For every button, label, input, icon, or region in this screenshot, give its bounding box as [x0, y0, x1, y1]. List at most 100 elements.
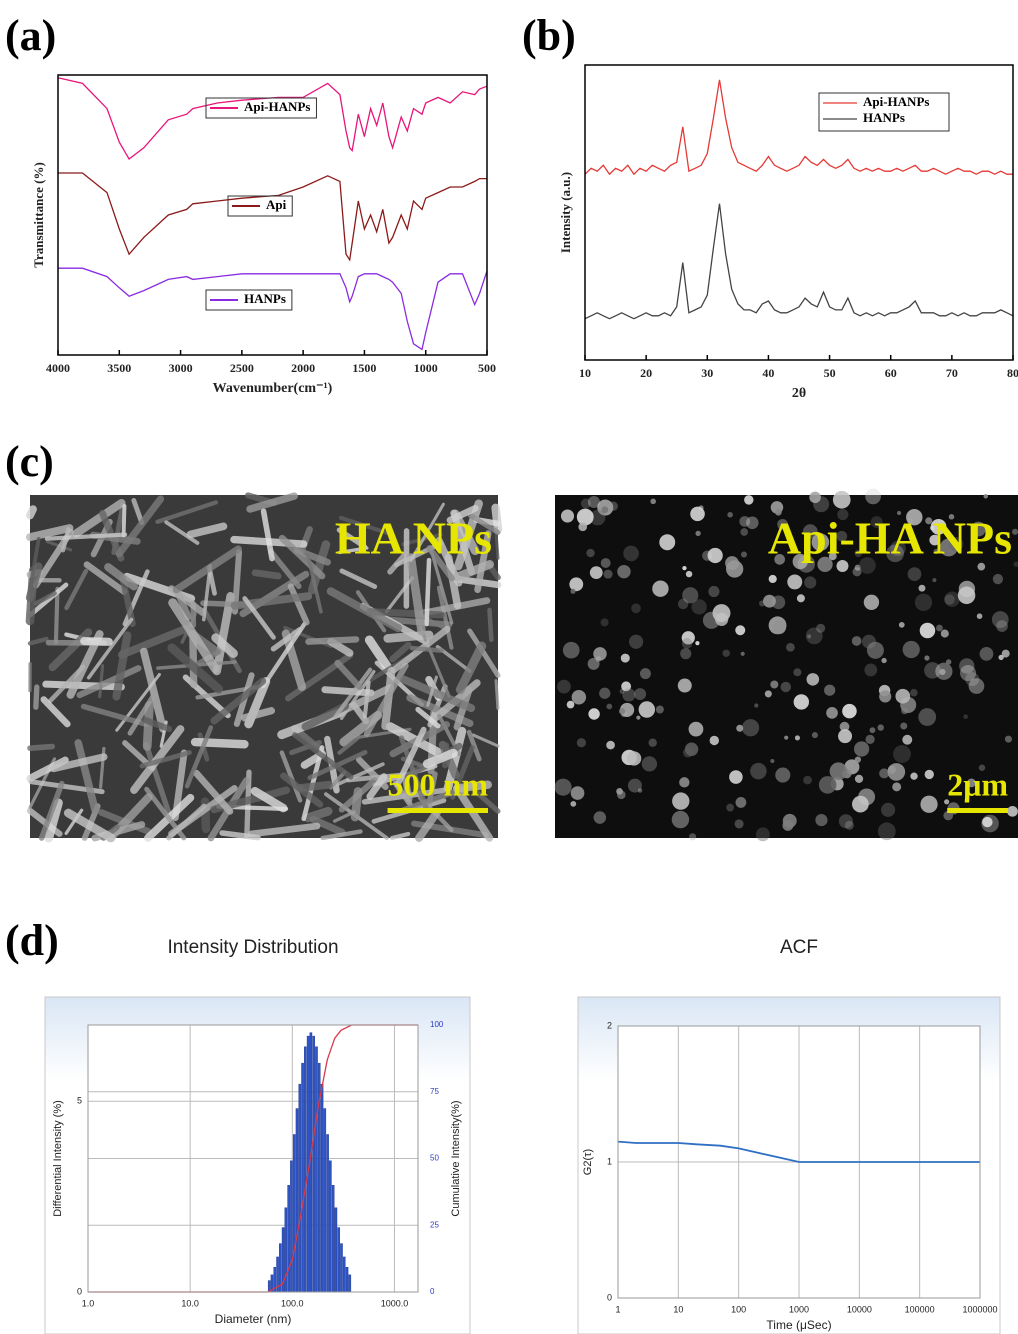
texture [906, 509, 923, 526]
texture [112, 631, 132, 701]
x-tick-label: 1.0 [82, 1298, 95, 1308]
texture [996, 620, 1008, 632]
texture [707, 547, 723, 564]
texture [292, 732, 354, 780]
texture [336, 527, 368, 550]
texture [679, 777, 690, 788]
texture [409, 645, 444, 653]
texture [893, 745, 911, 763]
texture [896, 510, 902, 516]
texture [64, 808, 84, 835]
texture [684, 742, 699, 756]
texture [554, 778, 572, 796]
texture [289, 740, 322, 756]
texture [930, 518, 947, 535]
y-axis-label: Intensity (a.u.) [558, 172, 573, 253]
texture [629, 634, 644, 649]
texture [570, 588, 576, 594]
texture [626, 751, 642, 766]
legend-label: Api [266, 197, 287, 212]
texture [671, 810, 690, 829]
y2-tick-label: 75 [430, 1087, 439, 1096]
panel-label: (d) [5, 916, 59, 965]
texture [895, 688, 911, 704]
x-tick-label: 1500 [352, 361, 376, 375]
texture [740, 651, 745, 656]
texture [740, 551, 748, 558]
texture [802, 524, 818, 539]
texture [924, 655, 930, 661]
texture [829, 762, 848, 781]
texture [337, 736, 360, 755]
texture [689, 833, 697, 841]
texture [332, 810, 356, 823]
texture [53, 586, 60, 645]
texture [852, 795, 869, 813]
texture [910, 688, 918, 697]
texture [296, 780, 333, 792]
texture [576, 738, 587, 748]
bar [340, 1243, 343, 1293]
texture [293, 546, 331, 566]
texture [389, 831, 411, 841]
x-tick-label: 10 [673, 1304, 683, 1314]
x-tick-label: 10 [579, 366, 591, 380]
texture [394, 541, 444, 568]
x-tick-label: 1 [615, 1304, 620, 1314]
texture [650, 498, 656, 505]
texture [466, 729, 482, 762]
y-tick-label: 0 [607, 1292, 612, 1302]
texture [436, 585, 454, 650]
texture [796, 594, 805, 603]
image-label: Api-HA NPs [768, 513, 1012, 564]
legend-label: HANPs [863, 110, 905, 125]
texture [121, 504, 127, 538]
texture [637, 788, 643, 793]
texture [824, 684, 836, 696]
texture [453, 780, 492, 793]
bar [326, 1134, 329, 1293]
texture [418, 626, 451, 698]
x-tick-label: 2000 [291, 361, 315, 375]
texture [399, 735, 430, 812]
texture [593, 647, 607, 661]
panel-label: (b) [522, 11, 576, 60]
texture [826, 707, 838, 719]
texture [211, 633, 238, 658]
texture [186, 522, 228, 539]
texture [588, 708, 600, 720]
texture [246, 492, 298, 513]
bar [323, 1108, 327, 1293]
bar [298, 1083, 302, 1293]
texture [26, 505, 37, 520]
chart: 10 20 30 40 50 60 70 80 2θ Intensity (a.u.) Api-HA… [558, 64, 1018, 401]
texture [929, 534, 941, 546]
texture [606, 703, 613, 710]
texture [854, 564, 861, 571]
texture [422, 748, 458, 769]
texture [415, 706, 441, 729]
texture [881, 802, 896, 817]
chart-title: ACF [780, 937, 818, 958]
texture [877, 724, 884, 731]
texture [571, 689, 587, 705]
texture [366, 773, 388, 800]
texture [617, 564, 631, 579]
texture [1011, 528, 1018, 535]
y2-axis-label: Cumulative Intensity(%) [450, 1100, 462, 1216]
bar [315, 1046, 318, 1293]
texture [587, 657, 600, 670]
texture [862, 634, 876, 649]
bar [287, 1184, 290, 1293]
y-tick-label: 2 [607, 1020, 612, 1030]
texture [854, 549, 862, 558]
texture [677, 598, 689, 610]
texture [772, 620, 787, 635]
texture [606, 740, 615, 750]
texture [98, 664, 105, 699]
texture [1001, 649, 1010, 658]
texture [918, 708, 937, 726]
texture [777, 518, 788, 530]
texture [991, 611, 1009, 628]
texture [338, 515, 389, 535]
